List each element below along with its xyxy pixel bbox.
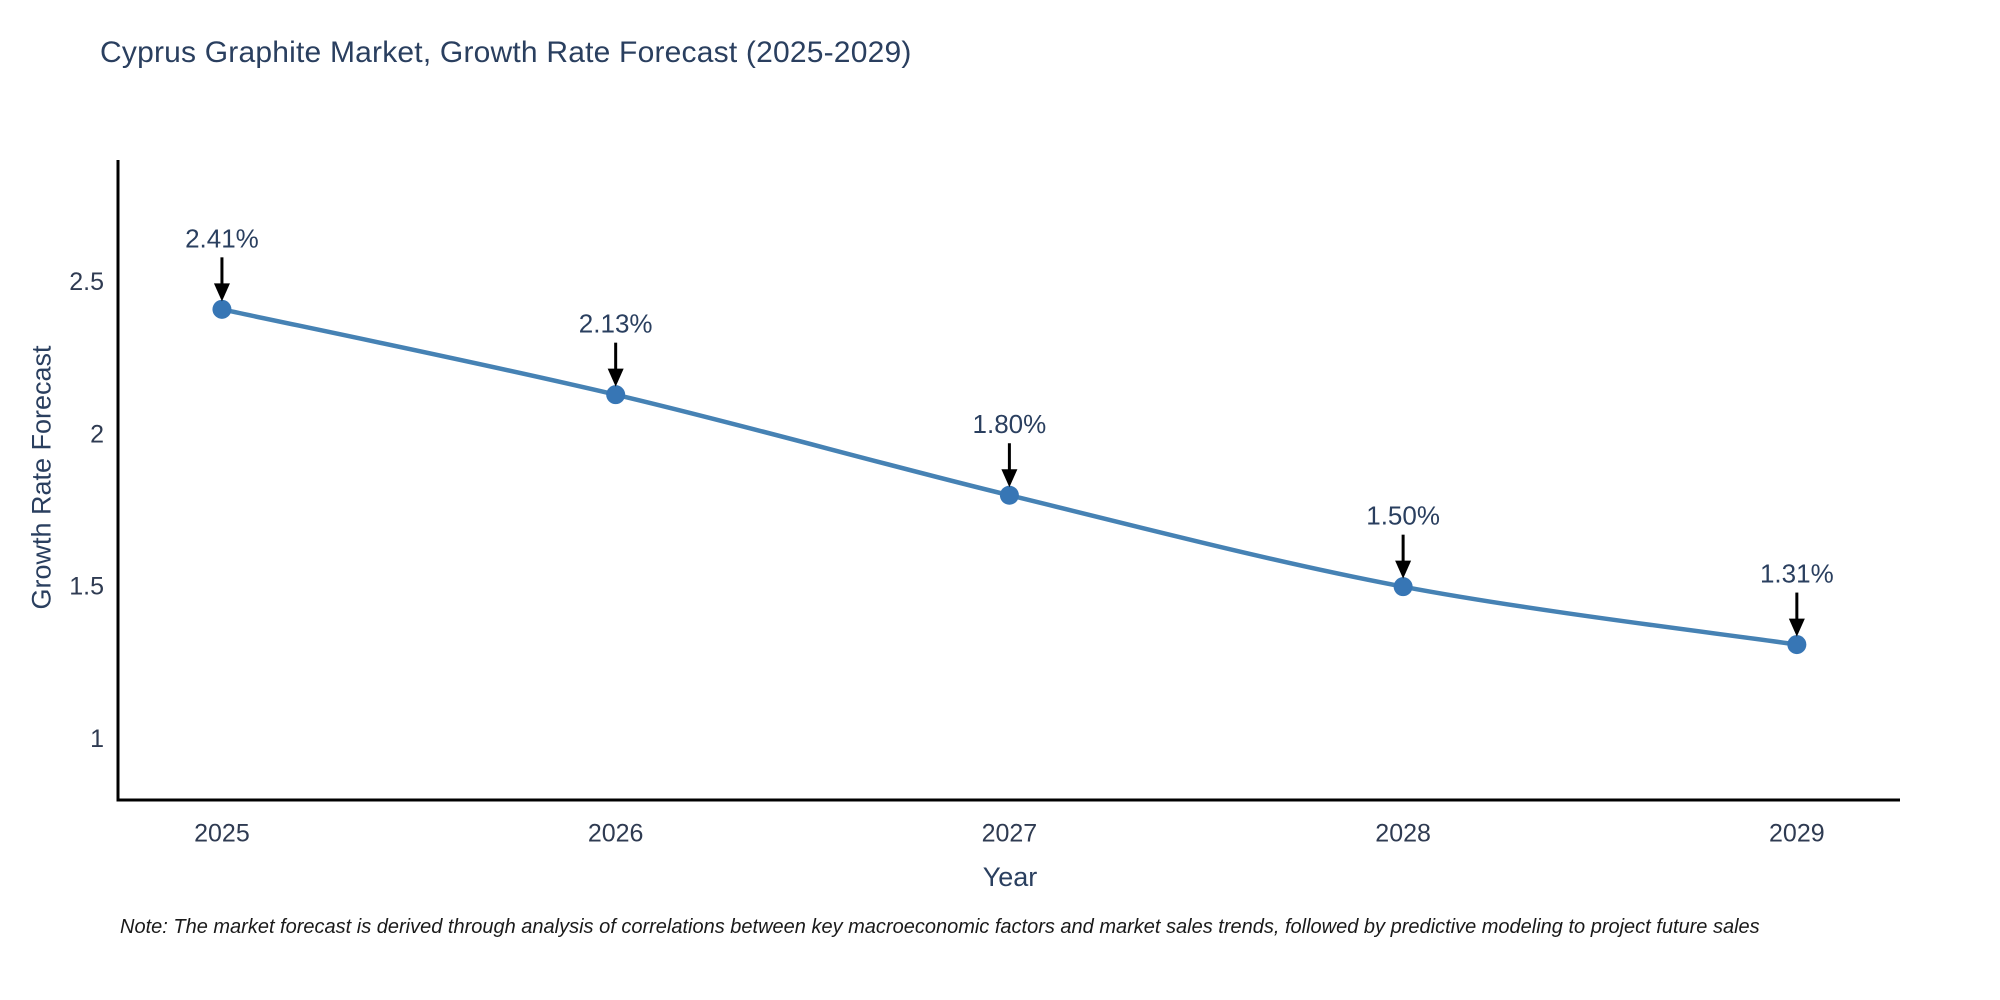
x-tick-label: 2025 [194, 820, 250, 848]
chart-title: Cyprus Graphite Market, Growth Rate Fore… [100, 36, 912, 69]
data-point[interactable] [1393, 577, 1413, 597]
point-annotation: 1.50% [1366, 501, 1440, 531]
y-tick-label: 1 [90, 725, 104, 753]
y-tick-label: 2 [90, 420, 104, 448]
point-annotation: 2.13% [579, 309, 653, 339]
x-tick-label: 2028 [1375, 820, 1431, 848]
x-tick-label: 2026 [588, 820, 644, 848]
y-tick-label: 1.5 [69, 573, 104, 601]
annotation-arrowhead-icon [1395, 560, 1412, 579]
annotation-arrowhead-icon [1788, 618, 1805, 637]
annotation-arrowhead-icon [213, 283, 230, 302]
x-tick-label: 2029 [1769, 820, 1825, 848]
x-tick-label: 2027 [982, 820, 1038, 848]
annotation-arrowhead-icon [607, 368, 624, 387]
y-axis-title: Growth Rate Forecast [26, 345, 57, 610]
annotation-arrowhead-icon [1001, 469, 1018, 488]
data-point[interactable] [606, 385, 626, 405]
data-point[interactable] [212, 299, 232, 319]
point-annotation: 2.41% [185, 223, 259, 253]
data-point[interactable] [1787, 635, 1807, 655]
data-point[interactable] [999, 485, 1019, 505]
point-annotation: 1.31% [1760, 559, 1834, 589]
footnote: Note: The market forecast is derived thr… [120, 916, 1760, 938]
x-axis-title: Year [982, 862, 1038, 892]
y-tick-label: 2.5 [69, 268, 104, 296]
point-annotation: 1.80% [973, 409, 1047, 439]
